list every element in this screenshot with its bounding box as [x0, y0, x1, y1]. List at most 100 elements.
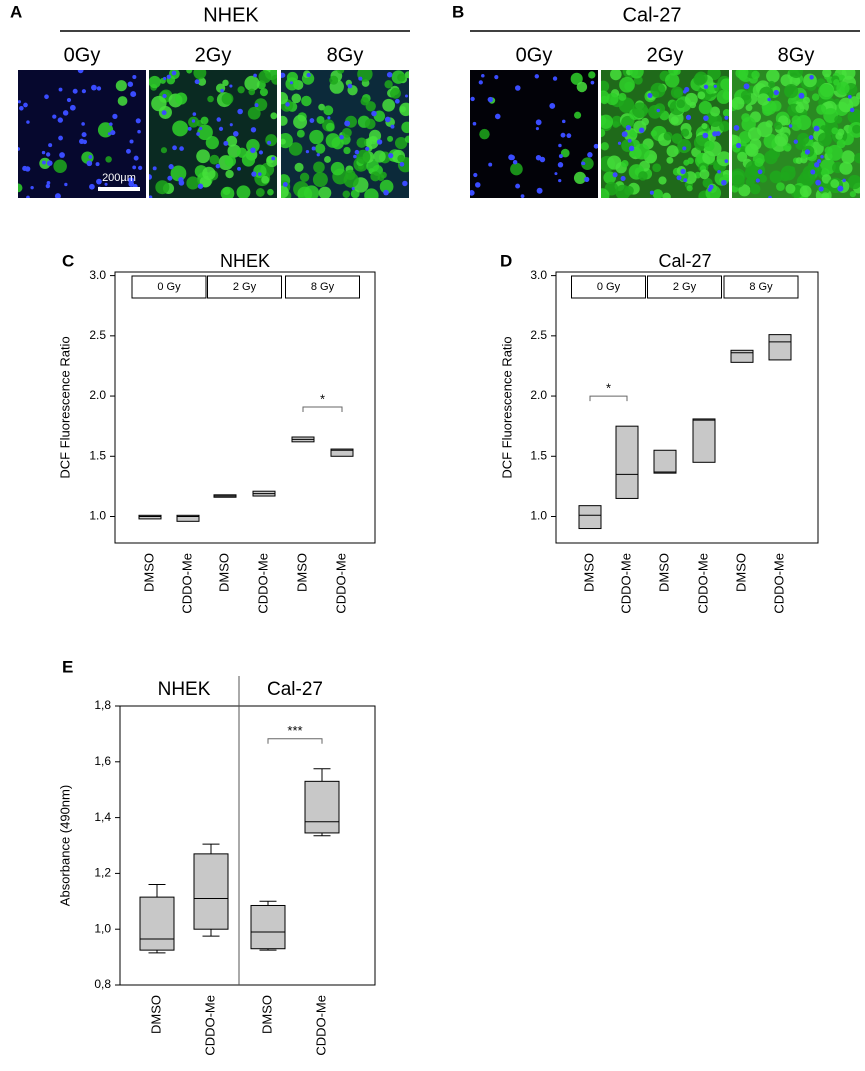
cell-green — [401, 121, 409, 134]
cell-green — [205, 136, 219, 150]
cell-green — [255, 188, 265, 197]
cell-green — [716, 151, 729, 167]
cell-blue — [254, 103, 259, 108]
cell-green — [673, 70, 681, 76]
cell-blue — [715, 131, 721, 137]
cell-green — [738, 184, 751, 197]
cell-blue — [685, 114, 692, 120]
cell-green — [676, 99, 686, 109]
cell-green — [784, 83, 799, 99]
cell-blue — [132, 74, 137, 80]
image-label: 0Gy — [516, 44, 553, 66]
cell-green — [220, 186, 235, 198]
cell-green — [720, 78, 729, 91]
cell-green — [722, 109, 729, 117]
cell-blue — [703, 115, 709, 121]
cell-green — [686, 185, 693, 192]
cell-green — [664, 73, 680, 88]
y-tick-label: 2.5 — [89, 328, 106, 342]
cell-green — [677, 138, 692, 154]
cell-green — [155, 180, 170, 195]
cell-green — [687, 157, 694, 165]
cell-green — [666, 145, 679, 158]
cell-green — [331, 137, 344, 150]
box — [176, 514, 200, 522]
x-tick-label: DMSO — [656, 553, 671, 592]
cell-green — [81, 151, 94, 164]
cell-blue — [19, 105, 24, 111]
cell-green — [849, 190, 857, 198]
cell-blue — [271, 156, 276, 161]
y-tick-label: 1,0 — [94, 921, 111, 935]
cell-green — [149, 75, 161, 89]
cell-green — [236, 147, 248, 158]
cell-blue — [680, 168, 686, 175]
micrograph-content — [281, 70, 409, 198]
significance-label: * — [320, 391, 325, 406]
y-tick-label: 1.0 — [89, 509, 106, 523]
cell-blue — [733, 125, 740, 131]
cell-blue — [109, 122, 113, 126]
cell-blue — [684, 86, 690, 93]
cell-green — [709, 106, 721, 117]
group-label: 0 Gy — [597, 281, 621, 293]
cell-green — [172, 120, 189, 137]
x-tick-label: CDDO-Me — [771, 553, 786, 614]
cell-green — [847, 108, 860, 125]
cell-green — [18, 183, 23, 193]
cell-blue — [404, 94, 409, 98]
cell-green — [821, 192, 830, 198]
cell-blue — [52, 114, 57, 119]
cell-green — [852, 124, 860, 134]
group-box — [571, 275, 646, 299]
cell-green — [811, 93, 820, 101]
cell-blue — [514, 85, 521, 91]
cell-green — [379, 179, 394, 194]
cell-blue — [347, 83, 353, 89]
cell-blue — [561, 119, 566, 124]
cell-green — [666, 156, 674, 164]
cell-blue — [96, 86, 102, 91]
cell-green — [365, 101, 376, 112]
cell-blue — [285, 102, 290, 107]
group-label: 2 Gy — [233, 281, 257, 293]
group-box — [285, 275, 360, 299]
cell-blue — [683, 178, 688, 183]
cell-blue — [138, 165, 143, 171]
cell-green — [785, 183, 796, 194]
cell-blue — [306, 72, 311, 78]
cell-green — [670, 116, 679, 125]
cell-blue — [23, 102, 28, 108]
cell-green — [673, 88, 683, 98]
plot-frame — [555, 271, 819, 544]
x-tick-label: CDDO-Me — [202, 995, 217, 1056]
cell-blue — [494, 113, 501, 120]
cell-green — [170, 165, 187, 182]
box — [615, 425, 639, 499]
cell-green — [836, 139, 846, 149]
cell-blue — [48, 143, 53, 148]
cell-blue — [402, 180, 408, 187]
cell-blue — [311, 146, 316, 151]
cell-green — [267, 188, 274, 196]
cell-blue — [535, 127, 539, 131]
cell-green — [632, 102, 648, 119]
cell-green — [764, 150, 778, 165]
cell-green — [364, 188, 379, 198]
micrograph — [470, 70, 598, 198]
cell-green — [797, 132, 810, 145]
cell-green — [770, 100, 782, 112]
cell-blue — [515, 183, 521, 189]
cell-blue — [250, 147, 256, 154]
micrograph-content — [732, 70, 860, 198]
cell-blue — [809, 75, 814, 80]
cell-green — [601, 114, 614, 129]
cell-green — [330, 161, 345, 176]
cell-green — [774, 132, 789, 147]
cell-blue — [42, 160, 46, 165]
cell-green — [248, 88, 256, 96]
y-tick-label: 1.5 — [530, 448, 547, 462]
cell-green — [281, 92, 289, 105]
cell-blue — [488, 162, 493, 167]
